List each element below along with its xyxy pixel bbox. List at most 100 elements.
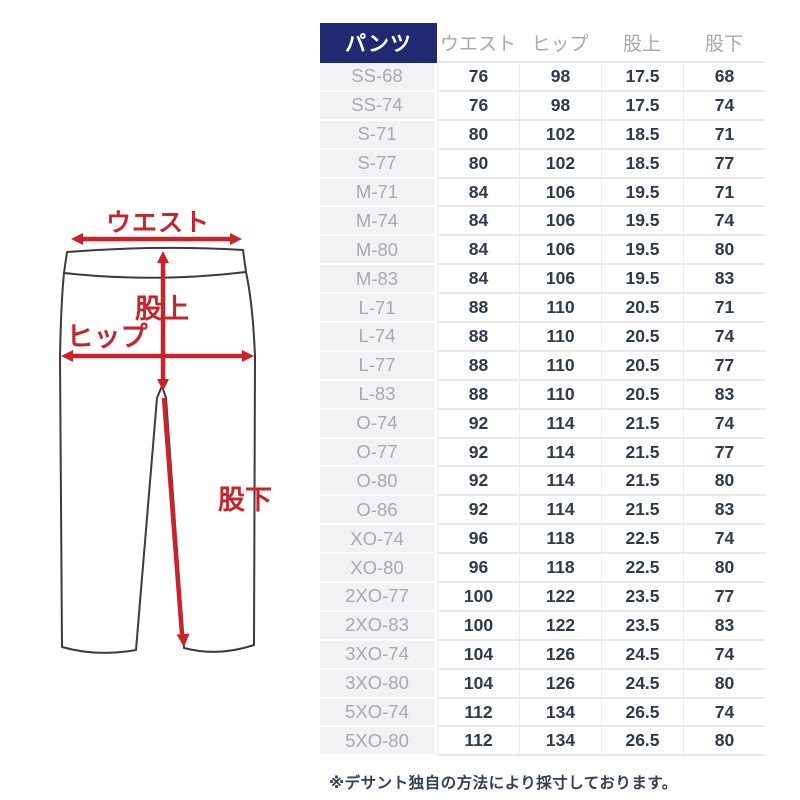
value-cell: 118	[519, 554, 601, 584]
value-cell: 74	[683, 698, 765, 728]
size-cell: 5XO-74	[320, 698, 437, 728]
size-cell: O-80	[320, 467, 437, 497]
hip-arrow	[61, 350, 254, 362]
value-cell: 134	[519, 698, 601, 728]
table-row: O-74 92 114 21.5 74	[320, 409, 765, 439]
table-row: 3XO-80 104 126 24.5 80	[320, 669, 765, 699]
value-cell: 84	[437, 236, 519, 266]
value-cell: 126	[519, 640, 601, 670]
value-cell: 74	[683, 207, 765, 237]
table-row: L-77 88 110 20.5 77	[320, 351, 765, 381]
value-cell: 18.5	[601, 120, 683, 150]
value-cell: 104	[437, 640, 519, 670]
value-cell: 26.5	[601, 727, 683, 757]
value-cell: 83	[683, 496, 765, 526]
value-cell: 106	[519, 265, 601, 295]
value-cell: 19.5	[601, 236, 683, 266]
size-cell: S-71	[320, 120, 437, 150]
value-cell: 84	[437, 207, 519, 237]
value-cell: 96	[437, 554, 519, 584]
table-row: L-74 88 110 20.5 74	[320, 323, 765, 352]
size-cell: XO-80	[320, 554, 437, 584]
pants-outline	[59, 246, 256, 654]
size-table-body: SS-68 76 98 17.5 68 SS-74 76 98 17.5 74 …	[320, 63, 765, 757]
size-table: パンツ ウエスト ヒップ 股上 股下 SS-68 76 98 17.5 68 S…	[320, 23, 765, 757]
value-cell: 114	[519, 496, 601, 526]
value-cell: 96	[437, 525, 519, 555]
table-row: O-77 92 114 21.5 77	[320, 438, 765, 468]
value-cell: 19.5	[601, 207, 683, 237]
table-row: 2XO-77 100 122 23.5 77	[320, 583, 765, 612]
value-cell: 21.5	[601, 467, 683, 497]
value-cell: 17.5	[601, 63, 683, 92]
value-cell: 92	[437, 467, 519, 497]
table-row: 5XO-80 112 134 26.5 80	[320, 727, 765, 757]
column-header-hip: ヒップ	[519, 23, 601, 63]
value-cell: 106	[519, 178, 601, 208]
value-cell: 98	[519, 91, 601, 121]
value-cell: 23.5	[601, 611, 683, 641]
waist-label: ウエスト	[106, 209, 210, 237]
value-cell: 114	[519, 409, 601, 439]
size-cell: 3XO-74	[320, 640, 437, 670]
value-cell: 77	[683, 351, 765, 381]
value-cell: 84	[437, 265, 519, 295]
value-cell: 22.5	[601, 525, 683, 555]
table-row: SS-74 76 98 17.5 74	[320, 91, 765, 121]
value-cell: 84	[437, 178, 519, 208]
value-cell: 102	[519, 149, 601, 179]
value-cell: 100	[437, 611, 519, 641]
value-cell: 17.5	[601, 91, 683, 121]
value-cell: 104	[437, 669, 519, 699]
value-cell: 74	[683, 409, 765, 439]
value-cell: 110	[519, 323, 601, 352]
value-cell: 24.5	[601, 669, 683, 699]
size-cell: L-77	[320, 351, 437, 381]
value-cell: 23.5	[601, 583, 683, 612]
size-cell: L-74	[320, 323, 437, 352]
value-cell: 20.5	[601, 380, 683, 410]
size-cell: M-71	[320, 178, 437, 208]
size-cell: XO-74	[320, 525, 437, 555]
value-cell: 83	[683, 611, 765, 641]
value-cell: 19.5	[601, 265, 683, 295]
value-cell: 110	[519, 380, 601, 410]
value-cell: 74	[683, 640, 765, 670]
table-row: S-71 80 102 18.5 71	[320, 120, 765, 150]
value-cell: 80	[683, 467, 765, 497]
value-cell: 71	[683, 178, 765, 208]
value-cell: 126	[519, 669, 601, 699]
table-corner-header: パンツ	[320, 23, 437, 63]
value-cell: 71	[683, 294, 765, 324]
table-row: 3XO-74 104 126 24.5 74	[320, 640, 765, 670]
value-cell: 77	[683, 583, 765, 612]
pants-measurement-diagram: ウエスト 股上 ヒップ 股下	[59, 209, 272, 654]
size-cell: S-77	[320, 149, 437, 179]
value-cell: 112	[437, 727, 519, 757]
value-cell: 106	[519, 207, 601, 237]
value-cell: 24.5	[601, 640, 683, 670]
value-cell: 74	[683, 323, 765, 352]
value-cell: 98	[519, 63, 601, 92]
value-cell: 76	[437, 63, 519, 92]
value-cell: 122	[519, 611, 601, 641]
value-cell: 80	[683, 236, 765, 266]
size-cell: M-74	[320, 207, 437, 237]
table-row: M-71 84 106 19.5 71	[320, 178, 765, 208]
size-cell: O-86	[320, 496, 437, 526]
table-row: M-80 84 106 19.5 80	[320, 236, 765, 266]
value-cell: 80	[437, 120, 519, 150]
value-cell: 112	[437, 698, 519, 728]
value-cell: 77	[683, 149, 765, 179]
value-cell: 118	[519, 525, 601, 555]
value-cell: 88	[437, 380, 519, 410]
value-cell: 71	[683, 120, 765, 150]
table-row: O-86 92 114 21.5 83	[320, 496, 765, 526]
value-cell: 122	[519, 583, 601, 612]
value-cell: 74	[683, 525, 765, 555]
size-table-header-row: パンツ ウエスト ヒップ 股上 股下	[320, 23, 765, 63]
inseam-arrow	[161, 397, 190, 647]
value-cell: 80	[683, 669, 765, 699]
waistband-seam	[63, 271, 247, 279]
